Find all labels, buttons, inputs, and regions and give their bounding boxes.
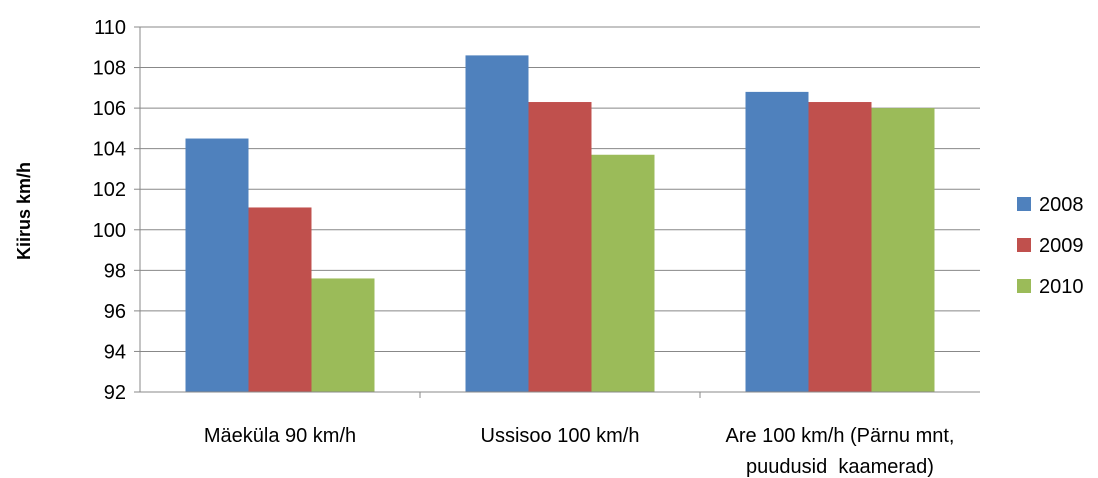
y-tick-label: 92	[104, 382, 126, 404]
bar-2009-2	[528, 102, 592, 393]
y-tick-label: 110	[94, 17, 126, 39]
bar-2010-2	[591, 154, 655, 392]
legend-label-2009: 2009	[1039, 235, 1084, 257]
legend-label-2010: 2010	[1039, 276, 1084, 298]
legend-swatch-2010	[1017, 279, 1031, 293]
x-tick-label: puudusid kaamerad)	[746, 456, 934, 478]
bar-2009-3	[808, 102, 872, 393]
y-tick-label: 96	[104, 301, 126, 323]
legend: 2008 2009 2010	[1017, 194, 1084, 298]
x-tick-label: Are 100 km/h (Pärnu mnt,	[726, 425, 955, 447]
bar-2010-3	[871, 108, 935, 392]
bar-2008-2	[465, 55, 529, 393]
legend-label-2008: 2008	[1039, 194, 1084, 216]
y-tick-label: 102	[93, 179, 126, 201]
y-tick-label: 106	[93, 98, 126, 120]
y-tick-label: 98	[104, 260, 126, 282]
y-tick-label: 94	[104, 341, 126, 363]
bar-2010-1	[311, 278, 375, 392]
legend-swatch-2008	[1017, 197, 1031, 211]
legend-swatch-2009	[1017, 238, 1031, 252]
y-axis-title: Kiirus km/h	[14, 162, 34, 260]
bar-2008-3	[745, 91, 809, 392]
x-tick-label: Ussisoo 100 km/h	[481, 425, 640, 447]
bars	[185, 55, 935, 393]
axes	[134, 26, 980, 398]
bar-2009-1	[248, 207, 312, 392]
bar-2008-1	[185, 138, 249, 392]
y-tick-label: 104	[93, 139, 126, 161]
x-tick-labels: Mäeküla 90 km/h Ussisoo 100 km/h Are 100 k…	[204, 425, 955, 478]
y-tick-label: 108	[93, 58, 126, 80]
y-tick-label: 100	[93, 220, 126, 242]
y-tick-labels: 92 94 96 98 100 102 104 106 108 110	[93, 17, 126, 404]
x-tick-label: Mäeküla 90 km/h	[204, 425, 356, 447]
